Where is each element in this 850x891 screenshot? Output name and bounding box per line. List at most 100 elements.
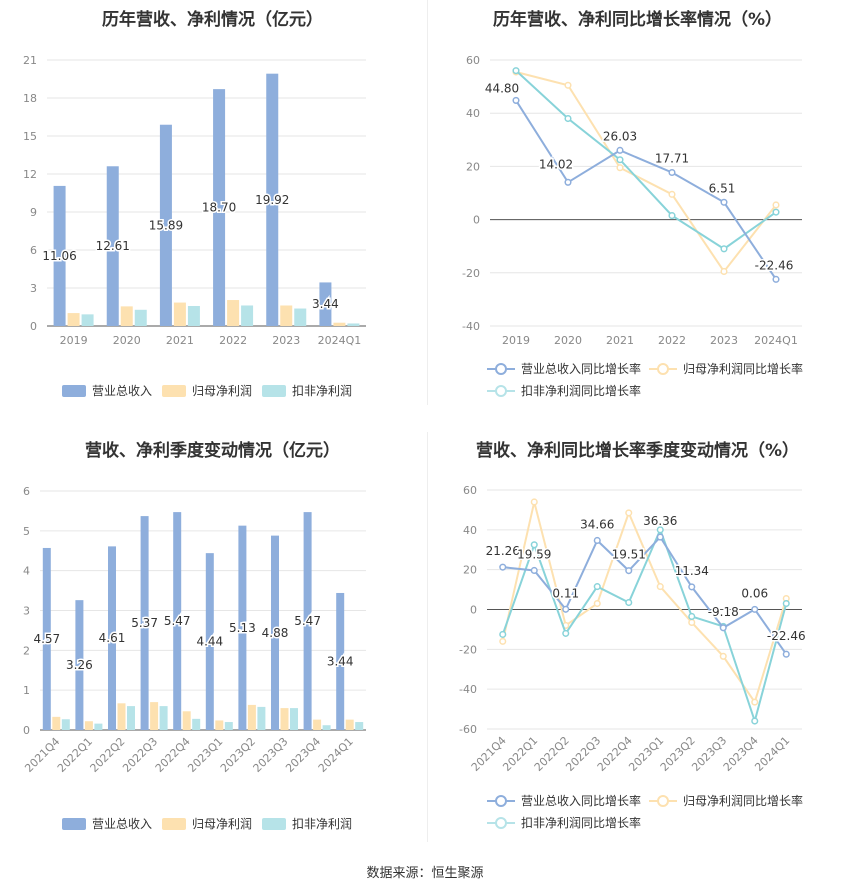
data-point — [593, 599, 601, 608]
data-point — [499, 563, 507, 571]
bar — [150, 702, 159, 730]
x-tick-label: 2024Q1 — [318, 334, 362, 347]
data-point — [772, 275, 780, 283]
bar — [205, 553, 214, 730]
data-point — [720, 198, 728, 206]
data-label: 19.59 — [517, 547, 551, 561]
legend-label: 营业总收入 — [92, 384, 153, 398]
data-label: 5.13 — [229, 621, 256, 635]
x-tick-label: 2023Q2 — [218, 735, 258, 775]
bar — [347, 323, 360, 326]
data-point — [530, 541, 538, 549]
legend-item-revenue[interactable]: 营业总收入 — [62, 382, 152, 399]
data-label: 5.47 — [294, 614, 321, 628]
y-tick-label: 40 — [463, 524, 477, 537]
bar — [117, 703, 126, 730]
x-tick-label: 2020 — [113, 334, 141, 347]
x-tick-label: 2023 — [272, 334, 300, 347]
data-label: 34.66 — [580, 517, 614, 531]
legend-label: 扣非净利润 — [292, 384, 353, 398]
annual-bar-chart: 0 3 6 9 12 15 18 21 2019 2020 2021 2022 2023 2024Q1 11… — [23, 54, 366, 347]
bar — [61, 719, 70, 730]
data-label: 36.36 — [643, 514, 677, 528]
y-tick-label: 12 — [23, 168, 37, 181]
legend-swatch — [487, 362, 515, 376]
legend-item-netprofit[interactable]: 归母净利润 — [162, 382, 252, 399]
y-tick-label: 20 — [463, 564, 477, 577]
data-point — [564, 178, 572, 186]
x-tick-label: 2022Q3 — [120, 735, 160, 775]
x-tick-label: 2022 — [219, 334, 247, 347]
y-tick-label: 2 — [23, 644, 30, 657]
legend-item-deducted-growth[interactable]: 扣非净利润同比增长率 — [487, 382, 641, 399]
y-tick-label: 60 — [463, 484, 477, 497]
legend-item-revenue[interactable]: 营业总收入 — [62, 815, 152, 832]
bar — [134, 309, 147, 326]
bar — [224, 722, 233, 730]
data-label: 11.06 — [42, 249, 76, 263]
x-tick-label: 2024Q1 — [316, 735, 356, 775]
data-point — [656, 533, 664, 541]
y-tick-label: 60 — [466, 54, 480, 67]
bar — [94, 723, 103, 730]
legend-label: 扣非净利润同比增长率 — [521, 816, 642, 830]
data-label: -9.18 — [708, 605, 739, 619]
bar — [227, 300, 240, 326]
legend-item-deducted[interactable]: 扣非净利润 — [262, 382, 352, 399]
data-point — [593, 583, 601, 591]
legend-swatch — [649, 794, 677, 808]
data-label: 4.88 — [262, 626, 289, 640]
x-tick-label: 2021 — [166, 334, 194, 347]
legend-item-netprofit-growth[interactable]: 归母净利润同比增长率 — [649, 792, 803, 809]
data-label: -22.46 — [755, 258, 794, 272]
data-point — [720, 245, 728, 253]
data-label: 18.70 — [202, 201, 236, 215]
legend-swatch — [162, 817, 186, 830]
x-tick-label: 2023Q3 — [251, 735, 291, 775]
legend-label: 营业总收入同比增长率 — [521, 794, 642, 808]
data-point — [530, 566, 538, 575]
bar — [173, 302, 186, 326]
x-tick-label: 2022 — [658, 334, 686, 347]
legend-item-netprofit-growth[interactable]: 归母净利润同比增长率 — [649, 360, 803, 377]
bar — [313, 719, 322, 730]
data-label: 3.26 — [66, 658, 93, 672]
y-tick-label: 18 — [23, 92, 37, 105]
bar — [322, 725, 331, 730]
legend-item-revenue-growth[interactable]: 营业总收入同比增长率 — [487, 792, 641, 809]
chart-title: 历年营收、净利同比增长率情况（%） — [492, 10, 783, 30]
legend-item-revenue-growth[interactable]: 营业总收入同比增长率 — [487, 360, 641, 377]
data-label: 5.47 — [164, 614, 191, 628]
bar — [247, 704, 256, 730]
bar — [213, 89, 226, 326]
data-point — [499, 637, 507, 645]
bar — [52, 716, 61, 730]
legend-swatch — [162, 384, 186, 397]
source-note: 数据来源：恒生聚源 — [366, 866, 484, 881]
bar — [108, 546, 116, 730]
y-tick-label: -20 — [459, 643, 477, 656]
legend-item-deducted-growth[interactable]: 扣非净利润同比增长率 — [487, 814, 641, 831]
x-tick-label: 2023 — [710, 334, 738, 347]
bar — [42, 547, 51, 730]
x-tick-label: 2022Q2 — [88, 735, 128, 775]
legend-label: 扣非净利润同比增长率 — [521, 384, 642, 398]
legend-item-deducted[interactable]: 扣非净利润 — [262, 815, 352, 832]
x-tick-label: 2023Q1 — [185, 735, 225, 775]
y-tick-label: 20 — [466, 160, 480, 173]
y-tick-label: 3 — [23, 605, 30, 618]
x-tick-label: 2020 — [554, 334, 582, 347]
bar — [290, 708, 298, 730]
y-tick-label: 3 — [30, 282, 37, 295]
data-label: 15.89 — [149, 218, 183, 232]
y-tick-label: 5 — [23, 525, 30, 538]
data-point — [656, 526, 664, 534]
bar — [345, 719, 354, 730]
data-point — [530, 498, 538, 506]
data-label: 21.26 — [486, 544, 520, 558]
data-point — [564, 81, 572, 89]
legend-item-netprofit[interactable]: 归母净利润 — [162, 815, 252, 832]
bar — [173, 512, 182, 730]
data-point — [719, 652, 727, 660]
y-tick-label: 0 — [30, 320, 37, 333]
